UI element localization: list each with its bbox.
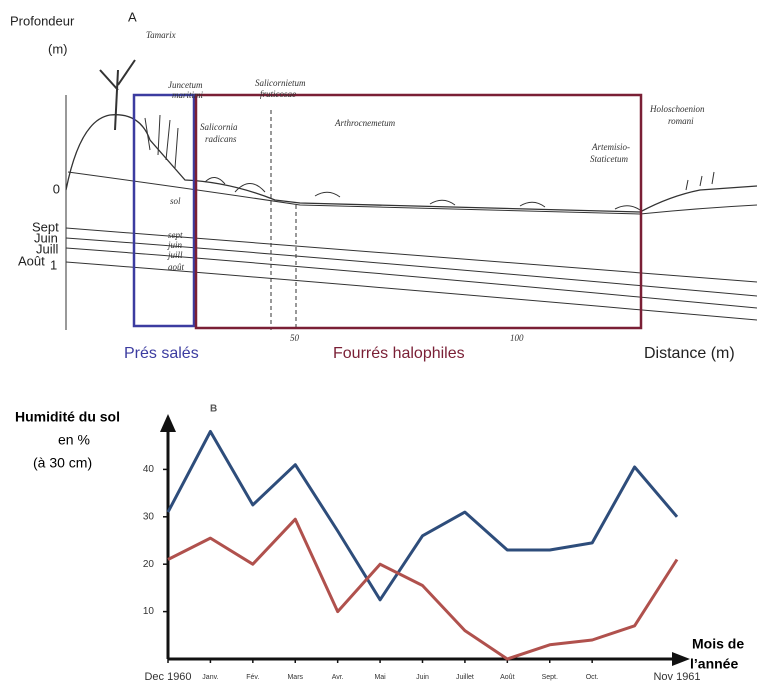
- x-tick-label: Mars: [287, 674, 303, 681]
- x-tick-label: Juillet: [456, 674, 474, 681]
- species-label: Juncetum: [168, 80, 203, 90]
- distance-tick: 100: [510, 333, 524, 343]
- depth-line: [65, 237, 757, 297]
- y-axis-label: Humidité du sol: [15, 409, 120, 425]
- panel-label: B: [210, 404, 217, 415]
- y-tick-label: 40: [143, 464, 155, 475]
- grass: [685, 171, 715, 191]
- depth-tick: Juill: [36, 241, 59, 256]
- x-tick-label: Dec 1960: [144, 671, 191, 683]
- depth-line: [65, 247, 757, 309]
- profile-label: août: [168, 262, 185, 272]
- x-tick-label: Juin: [416, 674, 429, 681]
- species-label: Salicornietum: [255, 78, 306, 88]
- species-label: Salicornia: [200, 122, 238, 132]
- depth-label: Profondeur: [10, 13, 75, 28]
- zone-label: Fourrés halophiles: [333, 345, 465, 362]
- species-label: radicans: [205, 134, 237, 144]
- x-axis-label: Mois de: [692, 636, 744, 652]
- series-line: [166, 430, 679, 602]
- axis-arrow: [672, 652, 690, 666]
- y-axis-label: (à 30 cm): [33, 455, 92, 471]
- species-label: Artemisio-: [591, 142, 630, 152]
- depth-tick: 1: [50, 257, 57, 272]
- moisture-chart: Humidité du sol en % (à 30 cm) B Mois de…: [15, 404, 744, 683]
- species-label: Tamarix: [146, 30, 176, 40]
- x-tick-label: Nov 1961: [653, 671, 700, 683]
- distance-tick: 50: [290, 333, 300, 343]
- distance-label: Distance (m): [644, 345, 735, 362]
- zone-box: [132, 93, 196, 328]
- y-axis-label: en %: [58, 432, 90, 448]
- depth-line: [65, 261, 757, 321]
- panel-label: A: [128, 9, 137, 24]
- zone-label: Prés salés: [124, 345, 199, 362]
- shrub-mounds: [204, 177, 641, 211]
- axis-arrow: [160, 414, 176, 432]
- x-tick-label: Mai: [374, 674, 386, 681]
- species-label: romani: [668, 116, 694, 126]
- depth-tick: 0: [53, 181, 60, 196]
- profile-label: juill: [167, 250, 183, 260]
- water-line: [67, 171, 757, 215]
- x-axis-label: l’année: [690, 656, 738, 672]
- y-tick-label: 20: [143, 559, 155, 570]
- series-line: [167, 517, 679, 661]
- profile-label: sept: [168, 230, 183, 240]
- depth-tick: Août: [18, 253, 45, 268]
- y-tick-label: 10: [143, 606, 155, 617]
- tamarix-tree: [99, 59, 136, 131]
- zone-box: [194, 93, 643, 330]
- profile-label: sol: [170, 196, 181, 206]
- depth-tick: Juin: [34, 230, 58, 245]
- depth-tick: Sept: [32, 219, 59, 234]
- depth-unit: (m): [48, 41, 68, 56]
- profile-label: juin: [167, 240, 183, 250]
- species-label: Arthrocnemetum: [334, 118, 396, 128]
- cross-section: [65, 59, 757, 330]
- species-label: maritimi: [172, 90, 204, 100]
- x-tick-label: Avr.: [332, 674, 344, 681]
- juncus: [144, 114, 179, 169]
- x-tick-label: Août: [500, 674, 514, 681]
- x-tick-label: Sept.: [542, 674, 558, 681]
- y-tick-label: 30: [143, 511, 155, 522]
- x-tick-label: Oct.: [586, 674, 599, 681]
- x-tick-label: Fév.: [246, 674, 259, 681]
- species-label: Staticetum: [590, 154, 628, 164]
- ground-surface: [65, 114, 757, 213]
- species-label: fruticosae: [260, 89, 296, 99]
- x-tick-label: Janv.: [202, 674, 218, 681]
- species-label: Holoschoenion: [649, 104, 705, 114]
